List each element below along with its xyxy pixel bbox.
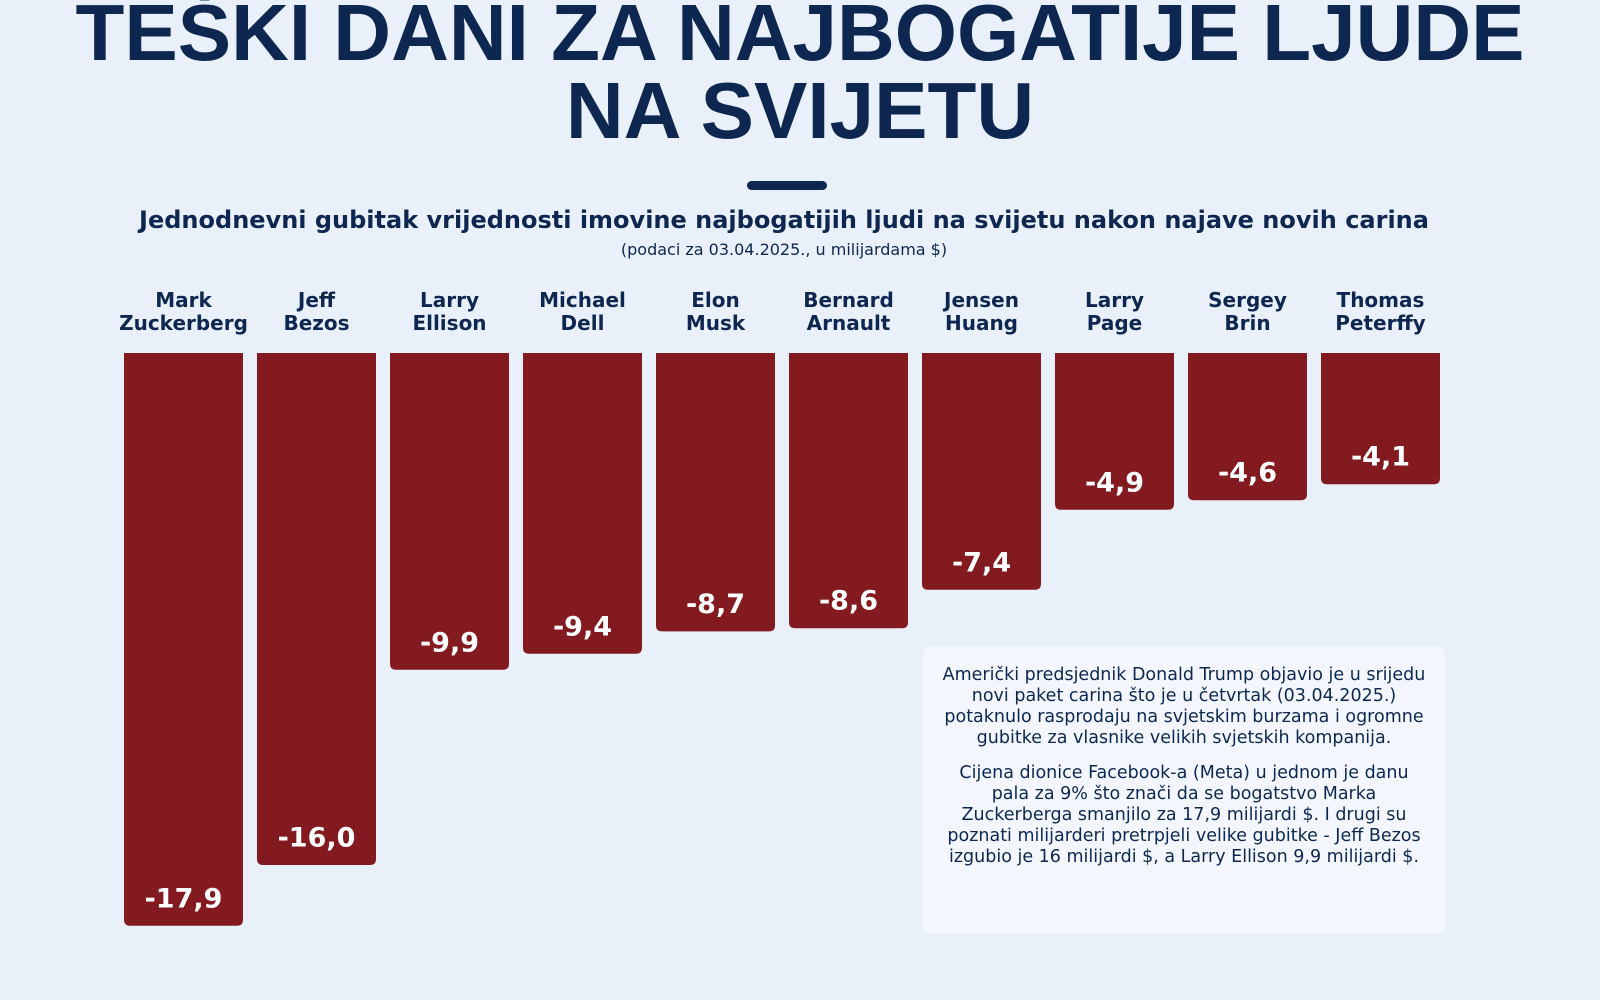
category-label: Larry Page: [1084, 288, 1144, 335]
bar: [523, 353, 642, 654]
value-label: -16,0: [278, 823, 356, 854]
value-label: -4,6: [1218, 458, 1277, 489]
category-label: Elon Musk: [685, 288, 746, 335]
bar: [124, 353, 243, 926]
category-label-box: Thomas Peterffy: [1281, 289, 1481, 335]
category-label-box: Elon Musk: [616, 289, 816, 335]
bar: [922, 353, 1041, 590]
category-label: Bernard Arnault: [803, 288, 894, 335]
category-label-box: Larry Ellison: [350, 289, 550, 335]
category-label-box: Sergey Brin: [1148, 289, 1348, 335]
bar: [656, 353, 775, 632]
category-label-box: Jensen Huang: [882, 289, 1082, 335]
category-label-box: Jeff Bezos: [217, 289, 417, 335]
value-label: -4,1: [1351, 442, 1410, 473]
category-label: Thomas Peterffy: [1335, 288, 1426, 335]
value-label: -8,7: [686, 589, 745, 620]
category-label-box: Michael Dell: [483, 289, 683, 335]
value-label: -7,4: [952, 547, 1011, 578]
bar: [1188, 353, 1307, 501]
annotation-box: Američki predsjednik Donald Trump objavi…: [923, 647, 1445, 933]
category-label-box: Larry Page: [1015, 289, 1215, 335]
value-label: -9,9: [420, 627, 479, 658]
value-label: -4,9: [1085, 467, 1144, 498]
bar: [789, 353, 908, 629]
bar: [1055, 353, 1174, 510]
value-label: -17,9: [145, 883, 223, 914]
category-label: Mark Zuckerberg: [119, 288, 248, 335]
value-label: -9,4: [553, 611, 612, 642]
title: TEŠKI DANI ZA NAJBOGATIJE LJUDE NA SVIJE…: [75, 0, 1525, 155]
category-label: Larry Ellison: [412, 288, 487, 335]
subtitle: Jednodnevni gubitak vrijednosti imovine …: [139, 206, 1429, 234]
category-label: Jeff Bezos: [283, 288, 350, 335]
divider: [747, 181, 827, 190]
note: (podaci za 03.04.2025., u milijardama $): [620, 240, 948, 259]
category-label-box: Bernard Arnault: [749, 289, 949, 335]
annotation: Cijena dionice Facebook-a (Meta) u jedno…: [947, 763, 1421, 867]
bar: [390, 353, 509, 670]
category-label-box: Mark Zuckerberg: [84, 289, 284, 335]
bar: [257, 353, 376, 865]
category-label: Michael Dell: [539, 288, 626, 335]
category-label: Sergey Brin: [1208, 288, 1287, 335]
value-label: -8,6: [819, 586, 878, 617]
category-label: Jensen Huang: [944, 288, 1019, 335]
bar: [1321, 353, 1440, 485]
annotation: Američki predsjednik Donald Trump objavi…: [942, 665, 1426, 748]
